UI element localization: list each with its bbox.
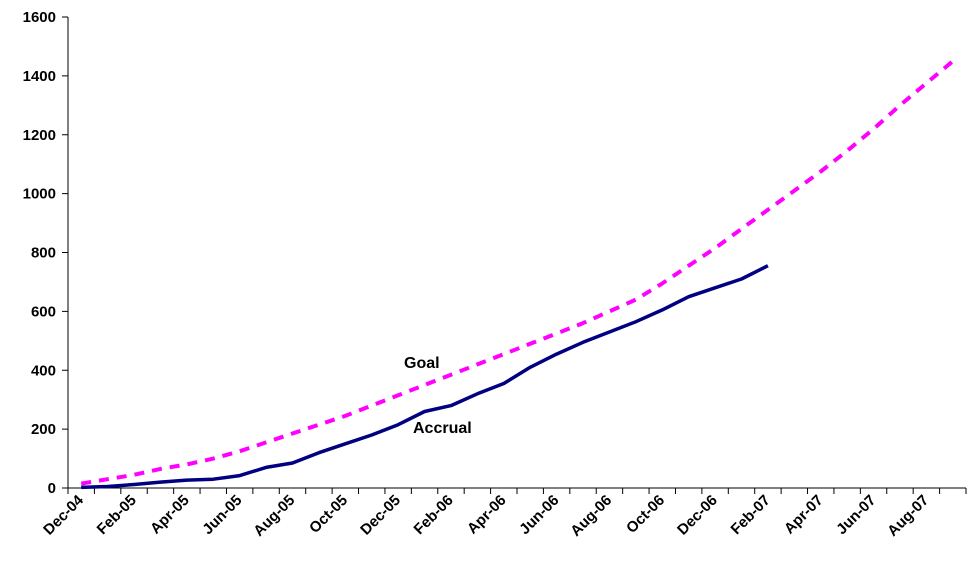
x-tick-label: Dec-06	[674, 492, 721, 539]
series-lines	[80, 59, 955, 490]
x-tick-label: Oct-06	[623, 492, 668, 537]
y-tick-label: 1000	[23, 186, 56, 203]
x-tick-label: Jun-07	[833, 492, 879, 538]
y-tick-label: 0	[48, 480, 56, 497]
x-tick-label: Jun-06	[516, 492, 562, 538]
x-tick-label: Jun-05	[199, 492, 245, 538]
x-tick-label: Dec-04	[40, 491, 87, 538]
accrual-series-line	[81, 264, 769, 490]
goal-series-label: Goal	[404, 355, 440, 372]
x-tick-label: Dec-05	[357, 492, 404, 539]
x-tick-label: Apr-07	[781, 492, 827, 538]
accrual-series-label: Accrual	[413, 420, 472, 437]
x-tick-label: Feb-07	[728, 492, 774, 538]
x-tick-label: Oct-05	[306, 492, 351, 537]
x-tick-label: Aug-06	[567, 492, 615, 540]
x-tick-label: Apr-05	[147, 492, 193, 538]
y-tick-label: 1200	[23, 127, 56, 144]
y-tick-label: 400	[31, 362, 56, 379]
x-tick-label: Feb-06	[411, 492, 457, 538]
y-tick-label: 600	[31, 303, 56, 320]
y-tick-label: 1400	[23, 68, 56, 85]
x-tick-label: Aug-05	[250, 492, 298, 540]
goal-series-line	[80, 59, 955, 486]
y-tick-label: 1600	[23, 9, 56, 26]
y-tick-label: 800	[31, 245, 56, 262]
y-tick-label: 200	[31, 421, 56, 438]
x-tick-label: Feb-05	[94, 492, 140, 538]
x-tick-label: Apr-06	[464, 492, 510, 538]
annotations: Goal Accrual	[404, 355, 472, 437]
x-tick-label: Aug-07	[884, 492, 932, 540]
